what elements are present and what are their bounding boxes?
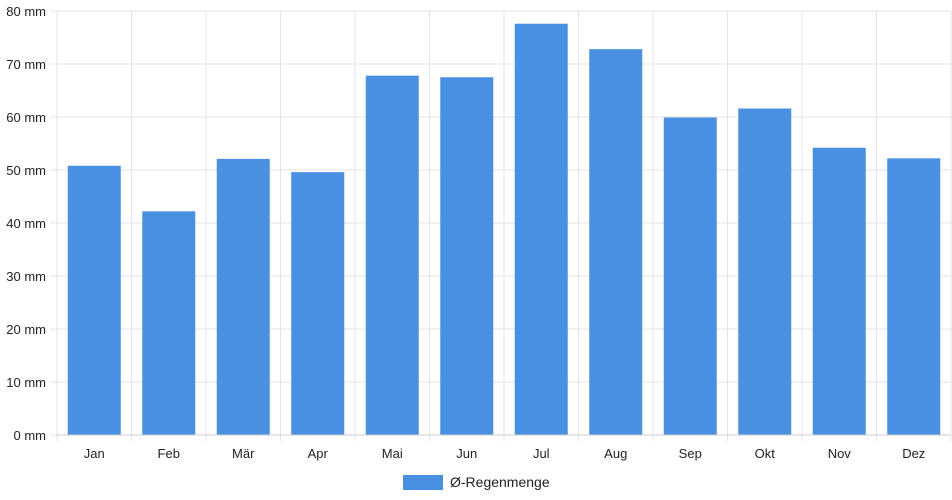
grid-lines	[50, 10, 952, 441]
x-tick-label: Mai	[382, 446, 403, 461]
bar	[365, 75, 419, 435]
y-tick-label: 40 mm	[6, 216, 46, 231]
y-tick-label: 50 mm	[6, 163, 46, 178]
y-tick-label: 70 mm	[6, 57, 46, 72]
legend-label: Ø-Regenmenge	[450, 474, 550, 490]
y-tick-label: 30 mm	[6, 269, 46, 284]
bar	[738, 108, 792, 436]
bar	[142, 211, 196, 435]
legend-swatch	[403, 475, 443, 490]
x-tick-label: Jun	[456, 446, 477, 461]
bar	[514, 23, 568, 435]
x-tick-label: Feb	[158, 446, 180, 461]
x-tick-label: Nov	[828, 446, 852, 461]
x-tick-label: Jul	[533, 446, 550, 461]
bar	[216, 158, 270, 435]
bar	[589, 49, 643, 435]
y-axis-tick-labels: 0 mm 10 mm 20 mm 30 mm 40 mm 50 mm 60 mm 70 mm 8…	[6, 4, 46, 443]
y-tick-label: 60 mm	[6, 110, 46, 125]
x-tick-label: Jan	[84, 446, 105, 461]
x-tick-label: Sep	[679, 446, 702, 461]
bar	[663, 117, 717, 435]
x-axis-tick-labels: Jan Feb Mär Apr Mai Jun Jul Aug Sep Okt Nov Dez	[84, 446, 926, 461]
y-tick-label: 80 mm	[6, 4, 46, 19]
x-tick-label: Dez	[902, 446, 925, 461]
x-tick-label: Mär	[232, 446, 255, 461]
bar	[812, 147, 866, 436]
bar	[887, 158, 941, 435]
bar	[67, 165, 121, 435]
x-tick-label: Okt	[755, 446, 776, 461]
legend[interactable]: Ø-Regenmenge	[403, 474, 550, 490]
bar	[440, 77, 494, 435]
y-tick-label: 10 mm	[6, 375, 46, 390]
x-tick-label: Aug	[604, 446, 627, 461]
bars	[67, 23, 941, 436]
y-tick-label: 20 mm	[6, 322, 46, 337]
x-tick-label: Apr	[308, 446, 329, 461]
bar	[291, 172, 345, 435]
y-tick-label: 0 mm	[14, 428, 47, 443]
